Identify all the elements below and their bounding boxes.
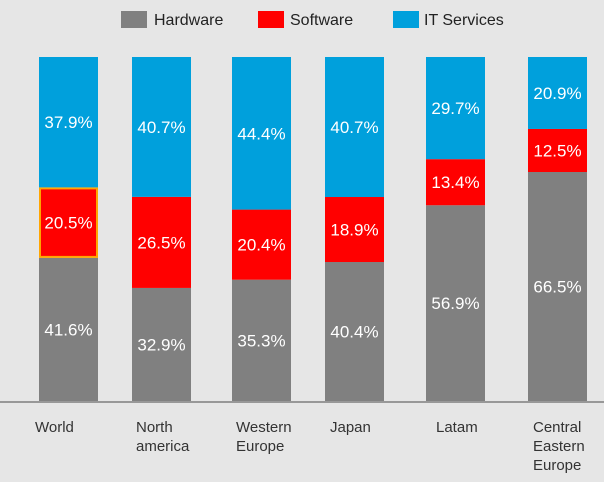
bar-western-europe-software bbox=[232, 209, 291, 280]
legend: Hardware Software IT Services bbox=[121, 11, 504, 29]
bar-latam-hardware bbox=[426, 205, 485, 401]
x-tick-north-america: North america bbox=[136, 419, 190, 455]
data-labels-group: 41.6% 20.5% 37.9% 32.9% 26.5% 40.7% 35.3% 20.4%… bbox=[44, 84, 581, 354]
bar-world-hardware bbox=[39, 257, 98, 401]
data-label-world-software: 20.5% bbox=[44, 214, 92, 233]
bar-north-america-it-services bbox=[132, 57, 191, 197]
bar-japan-it-services bbox=[325, 57, 384, 198]
data-label-japan-software: 18.9% bbox=[330, 221, 378, 240]
data-label-japan-hardware: 40.4% bbox=[330, 323, 378, 342]
data-label-western-europe-software: 20.4% bbox=[237, 236, 285, 255]
bar-japan-hardware bbox=[325, 262, 384, 401]
bar-north-america-hardware bbox=[132, 287, 191, 401]
legend-swatch-hardware bbox=[121, 11, 147, 28]
legend-label-software: Software bbox=[290, 12, 353, 29]
bar-latam-it-services bbox=[426, 57, 485, 160]
data-label-latam-hardware: 56.9% bbox=[431, 294, 479, 313]
data-label-north-america-it-services: 40.7% bbox=[137, 118, 185, 137]
data-label-central-eastern-europe-hardware: 66.5% bbox=[533, 278, 581, 297]
data-label-western-europe-it-services: 44.4% bbox=[237, 124, 285, 143]
data-label-japan-it-services: 40.7% bbox=[330, 118, 378, 137]
bar-western-europe-hardware bbox=[232, 279, 291, 401]
data-label-world-hardware: 41.6% bbox=[44, 320, 92, 339]
x-tick-central-eastern-europe: Central Eastern Europe bbox=[533, 419, 585, 474]
x-tick-world: World bbox=[35, 419, 74, 436]
bar-latam-software bbox=[426, 159, 485, 206]
bar-world-software bbox=[39, 187, 98, 258]
data-label-world-it-services: 37.9% bbox=[44, 113, 92, 132]
bar-western-europe-it-services bbox=[232, 57, 291, 210]
x-tick-western-europe: Western Europe bbox=[236, 419, 292, 455]
bar-world-it-services bbox=[39, 57, 98, 188]
legend-swatch-software bbox=[258, 11, 284, 28]
data-label-north-america-software: 26.5% bbox=[137, 233, 185, 252]
data-label-central-eastern-europe-software: 12.5% bbox=[533, 141, 581, 160]
legend-label-hardware: Hardware bbox=[154, 12, 223, 29]
bars-group bbox=[39, 57, 587, 401]
data-label-central-eastern-europe-it-services: 20.9% bbox=[533, 84, 581, 103]
bar-north-america-software bbox=[132, 196, 191, 288]
data-label-latam-software: 13.4% bbox=[431, 173, 479, 192]
data-label-north-america-hardware: 32.9% bbox=[137, 335, 185, 354]
data-label-latam-it-services: 29.7% bbox=[431, 99, 479, 118]
data-label-western-europe-hardware: 35.3% bbox=[237, 331, 285, 350]
x-tick-labels-group: World North america Western Europe Japan Latam… bbox=[35, 419, 585, 474]
x-tick-japan: Japan bbox=[330, 419, 371, 436]
legend-label-it-services: IT Services bbox=[424, 12, 504, 29]
bar-central-eastern-europe-software bbox=[528, 128, 587, 173]
bar-central-eastern-europe-hardware bbox=[528, 172, 587, 401]
legend-swatch-it-services bbox=[393, 11, 419, 28]
bar-japan-software bbox=[325, 197, 384, 263]
x-tick-latam: Latam bbox=[436, 419, 478, 436]
bar-central-eastern-europe-it-services bbox=[528, 57, 587, 129]
